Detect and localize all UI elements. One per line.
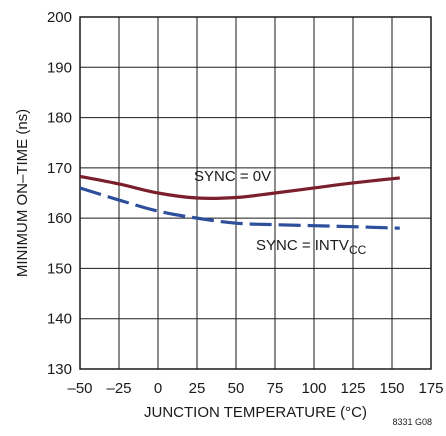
x-tick-label: 75 <box>267 380 284 397</box>
x-axis-title: JUNCTION TEMPERATURE (°C) <box>144 404 367 421</box>
annotation-sync-intvcc-subscript: CC <box>349 243 367 257</box>
x-tick-label: –25 <box>106 380 131 397</box>
y-tick-label: 200 <box>47 9 72 26</box>
y-tick-label: 160 <box>47 210 72 227</box>
x-tick-label: 50 <box>228 380 245 397</box>
x-tick-label: 25 <box>189 380 206 397</box>
x-tick-label: 150 <box>379 380 404 397</box>
x-tick-label: 125 <box>340 380 365 397</box>
x-tick-label: 0 <box>154 380 162 397</box>
series-line-sync-intvcc <box>79 186 400 230</box>
x-tick-label: 175 <box>418 380 443 397</box>
y-tick-label: 150 <box>47 260 72 277</box>
figure-id: 8331 G08 <box>392 417 432 427</box>
y-axis-title: MINIMUM ON–TIME (ns) <box>14 109 31 277</box>
x-tick-label: –50 <box>67 380 92 397</box>
series-group <box>79 174 400 230</box>
annotation-sync-intvcc: SYNC = INTVCC <box>256 237 367 257</box>
annotation-sync-0v: SYNC = 0V <box>194 168 271 185</box>
series-line-sync-0v <box>79 174 400 201</box>
x-tick-label: 100 <box>301 380 326 397</box>
axis-ticks: –50 –25 0 25 50 75 100 125 150 175 130 140 150 160 170… <box>47 9 444 397</box>
annotation-sync-intvcc-main: SYNC = INTV <box>256 237 349 254</box>
y-tick-label: 170 <box>47 160 72 177</box>
y-tick-label: 130 <box>47 361 72 378</box>
y-tick-label: 180 <box>47 110 72 127</box>
y-tick-label: 190 <box>47 59 72 76</box>
grid <box>80 17 431 369</box>
plot-frame <box>79 16 432 370</box>
y-tick-label: 140 <box>47 311 72 328</box>
